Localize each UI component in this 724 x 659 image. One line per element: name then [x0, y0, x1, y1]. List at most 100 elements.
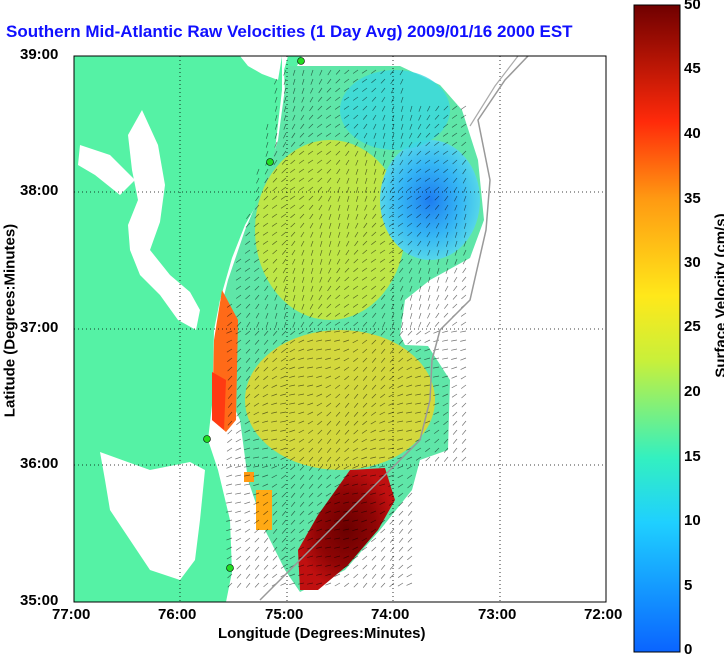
velocity-arrows	[226, 69, 467, 588]
velocity-arrow	[391, 96, 395, 103]
velocity-arrow	[336, 258, 341, 265]
velocity-arrow	[334, 546, 341, 549]
velocity-arrow	[301, 96, 305, 103]
velocity-arrow	[298, 429, 305, 434]
x-axis-label: Longitude (Degrees:Minutes)	[218, 625, 426, 642]
velocity-arrow	[290, 528, 296, 534]
velocity-arrow	[361, 519, 368, 523]
velocity-arrow	[361, 483, 368, 486]
velocity-arrow	[236, 564, 242, 570]
velocity-arrow	[388, 420, 395, 423]
velocity-arrow	[299, 150, 305, 155]
velocity-arrow	[354, 150, 359, 157]
velocity-arrow	[426, 105, 431, 112]
velocity-arrow	[283, 294, 287, 301]
velocity-arrow	[442, 411, 449, 416]
velocity-arrow	[372, 114, 377, 121]
velocity-arrow	[380, 582, 386, 588]
velocity-arrow	[235, 267, 242, 272]
velocity-arrow	[289, 429, 296, 433]
velocity-arrow	[280, 357, 287, 362]
velocity-arrow	[265, 150, 269, 157]
velocity-arrow	[343, 483, 350, 487]
velocity-arrow	[327, 186, 332, 193]
velocity-arrow	[417, 249, 422, 256]
velocity-arrow	[283, 123, 287, 130]
velocity-arrow	[460, 357, 467, 361]
velocity-arrow	[406, 429, 413, 432]
velocity-arrow	[415, 177, 422, 182]
velocity-arrow	[308, 501, 314, 507]
velocity-arrow	[442, 159, 449, 164]
velocity-arrow	[452, 420, 458, 426]
velocity-arrow	[418, 321, 422, 328]
velocity-arrow	[352, 330, 359, 334]
velocity-arrow	[307, 141, 314, 146]
velocity-arrow	[442, 366, 449, 369]
velocity-arrow	[361, 267, 368, 272]
velocity-arrow	[283, 132, 287, 139]
velocity-arrow	[290, 510, 296, 516]
velocity-arrow	[334, 501, 341, 505]
velocity-arrow	[379, 240, 386, 245]
velocity-arrow	[343, 537, 350, 540]
velocity-arrow	[389, 582, 395, 588]
velocity-arrow	[307, 411, 314, 415]
velocity-arrow	[371, 537, 377, 542]
velocity-arrow	[461, 159, 467, 165]
velocity-arrow	[362, 321, 368, 327]
velocity-arrow	[299, 132, 305, 138]
velocity-arrow	[353, 258, 359, 264]
velocity-arrow	[373, 186, 377, 193]
velocity-arrow	[415, 366, 422, 370]
velocity-arrow	[345, 258, 350, 264]
velocity-arrow	[454, 231, 458, 238]
velocity-arrow	[370, 258, 377, 263]
velocity-arrow	[427, 267, 431, 274]
velocity-arrow	[265, 132, 269, 139]
velocity-arrow	[272, 258, 278, 264]
velocity-arrow	[398, 339, 404, 345]
velocity-arrow	[380, 339, 386, 345]
velocity-arrow	[289, 375, 296, 378]
velocity-arrow	[416, 222, 422, 228]
velocity-arrow	[317, 438, 323, 444]
velocity-arrow	[253, 456, 260, 459]
velocity-arrow	[316, 411, 323, 416]
velocity-arrow	[362, 357, 368, 363]
velocity-arrow	[424, 330, 431, 335]
velocity-arrow	[263, 186, 269, 192]
velocity-arrow	[399, 285, 404, 292]
velocity-arrow	[379, 510, 386, 515]
velocity-arrow	[362, 564, 368, 570]
velocity-arrow	[399, 150, 404, 157]
velocity-arrow	[226, 501, 233, 504]
velocity-arrow	[308, 483, 314, 489]
velocity-arrow	[381, 96, 386, 103]
velocity-arrow	[298, 537, 305, 542]
velocity-arrow	[409, 303, 413, 310]
velocity-arrow	[280, 186, 287, 191]
velocity-arrow	[344, 438, 350, 444]
velocity-arrow	[245, 330, 251, 336]
velocity-arrow	[334, 321, 341, 326]
velocity-arrow	[317, 492, 323, 498]
velocity-arrow	[334, 483, 341, 488]
velocity-arrow	[290, 141, 296, 147]
velocity-arrow	[271, 231, 278, 236]
velocity-arrow	[283, 303, 287, 310]
velocity-arrow	[380, 555, 386, 561]
velocity-arrow	[283, 96, 287, 103]
velocity-arrow	[253, 267, 260, 272]
velocity-arrow	[344, 582, 350, 587]
velocity-arrow	[289, 438, 296, 442]
velocity-arrow	[280, 465, 287, 470]
velocity-arrow	[352, 492, 359, 495]
velocity-arrow	[370, 528, 377, 533]
velocity-arrow	[353, 321, 359, 327]
velocity-arrow	[326, 420, 332, 426]
velocity-arrow	[352, 285, 359, 290]
velocity-arrow	[426, 231, 431, 238]
velocity-arrow	[235, 294, 242, 299]
velocity-arrow	[418, 258, 422, 265]
